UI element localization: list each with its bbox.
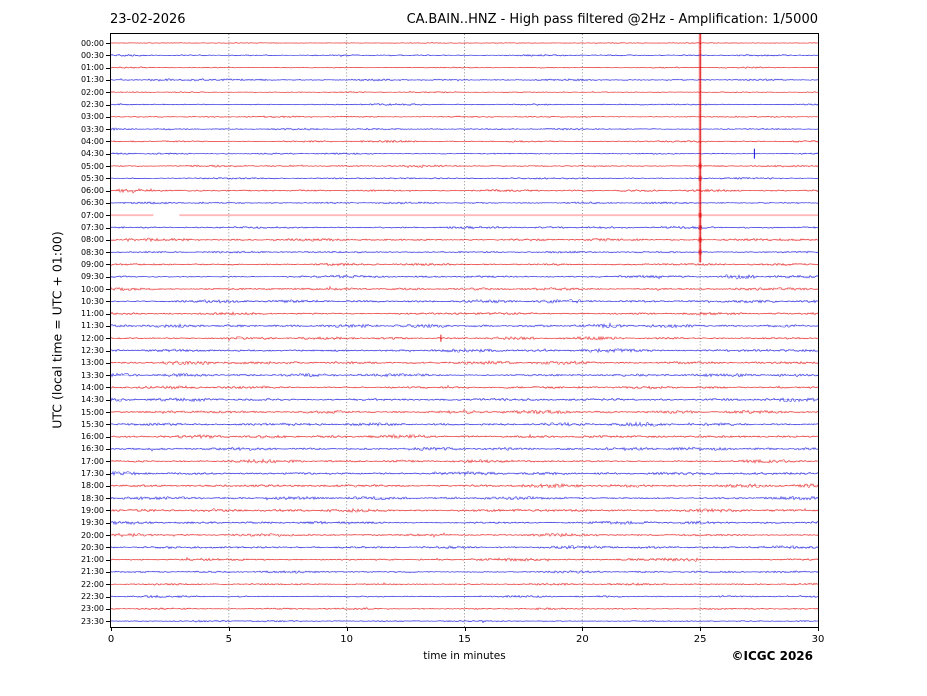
y-tick-label: 23:00 (80, 604, 104, 614)
y-tick-label: 15:00 (80, 407, 104, 417)
y-tick-label: 10:00 (80, 284, 104, 294)
y-tick-label: 07:00 (80, 210, 104, 220)
y-tick-label: 01:30 (80, 75, 104, 85)
y-tick-label: 10:30 (80, 296, 104, 306)
y-tick-label: 00:30 (80, 50, 104, 60)
copyright-label: ©ICGC 2026 (731, 649, 813, 663)
x-tick-label: 5 (225, 634, 233, 645)
y-tick-label: 06:00 (80, 186, 104, 196)
y-tick-label: 17:30 (80, 469, 104, 478)
date-label: 23-02-2026 (110, 12, 186, 27)
y-tick-label: 03:00 (80, 112, 104, 122)
y-tick-label: 17:00 (80, 456, 104, 466)
y-tick-label: 04:30 (80, 149, 104, 159)
y-tick-label: 11:30 (80, 321, 104, 331)
x-tick-label: 20 (575, 634, 589, 645)
y-tick-label: 11:00 (80, 309, 104, 319)
y-tick-label: 23:30 (80, 616, 104, 626)
y-tick-label: 15:30 (80, 419, 104, 429)
y-tick-label: 16:00 (80, 432, 104, 442)
plot-title: CA.BAIN..HNZ - High pass filtered @2Hz -… (406, 12, 818, 27)
y-tick-label: 01:00 (80, 63, 104, 73)
y-tick-label: 08:00 (80, 235, 104, 245)
y-tick-label: 14:30 (80, 395, 104, 405)
x-tick-label: 15 (458, 634, 471, 645)
y-tick-label: 09:30 (80, 272, 104, 282)
x-tick-label: 25 (693, 634, 707, 645)
y-tick-label: 12:30 (80, 346, 104, 355)
x-tick-label: 0 (107, 634, 115, 645)
y-tick-label: 20:30 (80, 542, 104, 552)
y-tick-label: 14:00 (80, 382, 104, 392)
y-tick-label: 21:30 (80, 567, 104, 577)
y-tick-label: 08:30 (80, 247, 104, 257)
y-tick-label: 02:00 (80, 87, 104, 97)
x-tick-label: 10 (340, 634, 354, 645)
y-tick-label: 04:00 (80, 136, 104, 146)
y-tick-label: 18:00 (80, 481, 104, 491)
y-tick-label: 00:00 (80, 38, 104, 48)
seismogram-canvas (111, 34, 818, 627)
y-tick-label: 20:00 (80, 530, 104, 540)
y-tick-label: 18:30 (80, 493, 104, 503)
y-tick-label: 06:30 (80, 198, 104, 208)
y-tick-label: 03:30 (80, 124, 104, 134)
y-tick-label: 07:30 (80, 223, 104, 232)
y-tick-label: 22:00 (80, 579, 104, 589)
y-tick-label: 22:30 (80, 592, 104, 601)
y-tick-label: 16:30 (80, 444, 104, 454)
y-tick-label: 13:30 (80, 370, 104, 380)
y-axis-title: UTC (local time = UTC + 01:00) (49, 231, 65, 429)
y-tick-label: 13:00 (80, 358, 104, 368)
y-tick-label: 05:30 (80, 173, 104, 183)
y-tick-label: 12:00 (80, 333, 104, 343)
y-tick-label: 21:00 (80, 555, 104, 565)
y-tick-label: 02:30 (80, 100, 104, 109)
y-tick-label: 19:30 (80, 518, 104, 528)
plot-area (110, 33, 819, 628)
y-tick-label: 05:00 (80, 161, 104, 171)
x-axis-title: time in minutes (423, 650, 506, 662)
y-tick-label: 19:00 (80, 505, 104, 515)
y-tick-label: 09:00 (80, 259, 104, 269)
x-tick-label: 30 (811, 634, 825, 645)
